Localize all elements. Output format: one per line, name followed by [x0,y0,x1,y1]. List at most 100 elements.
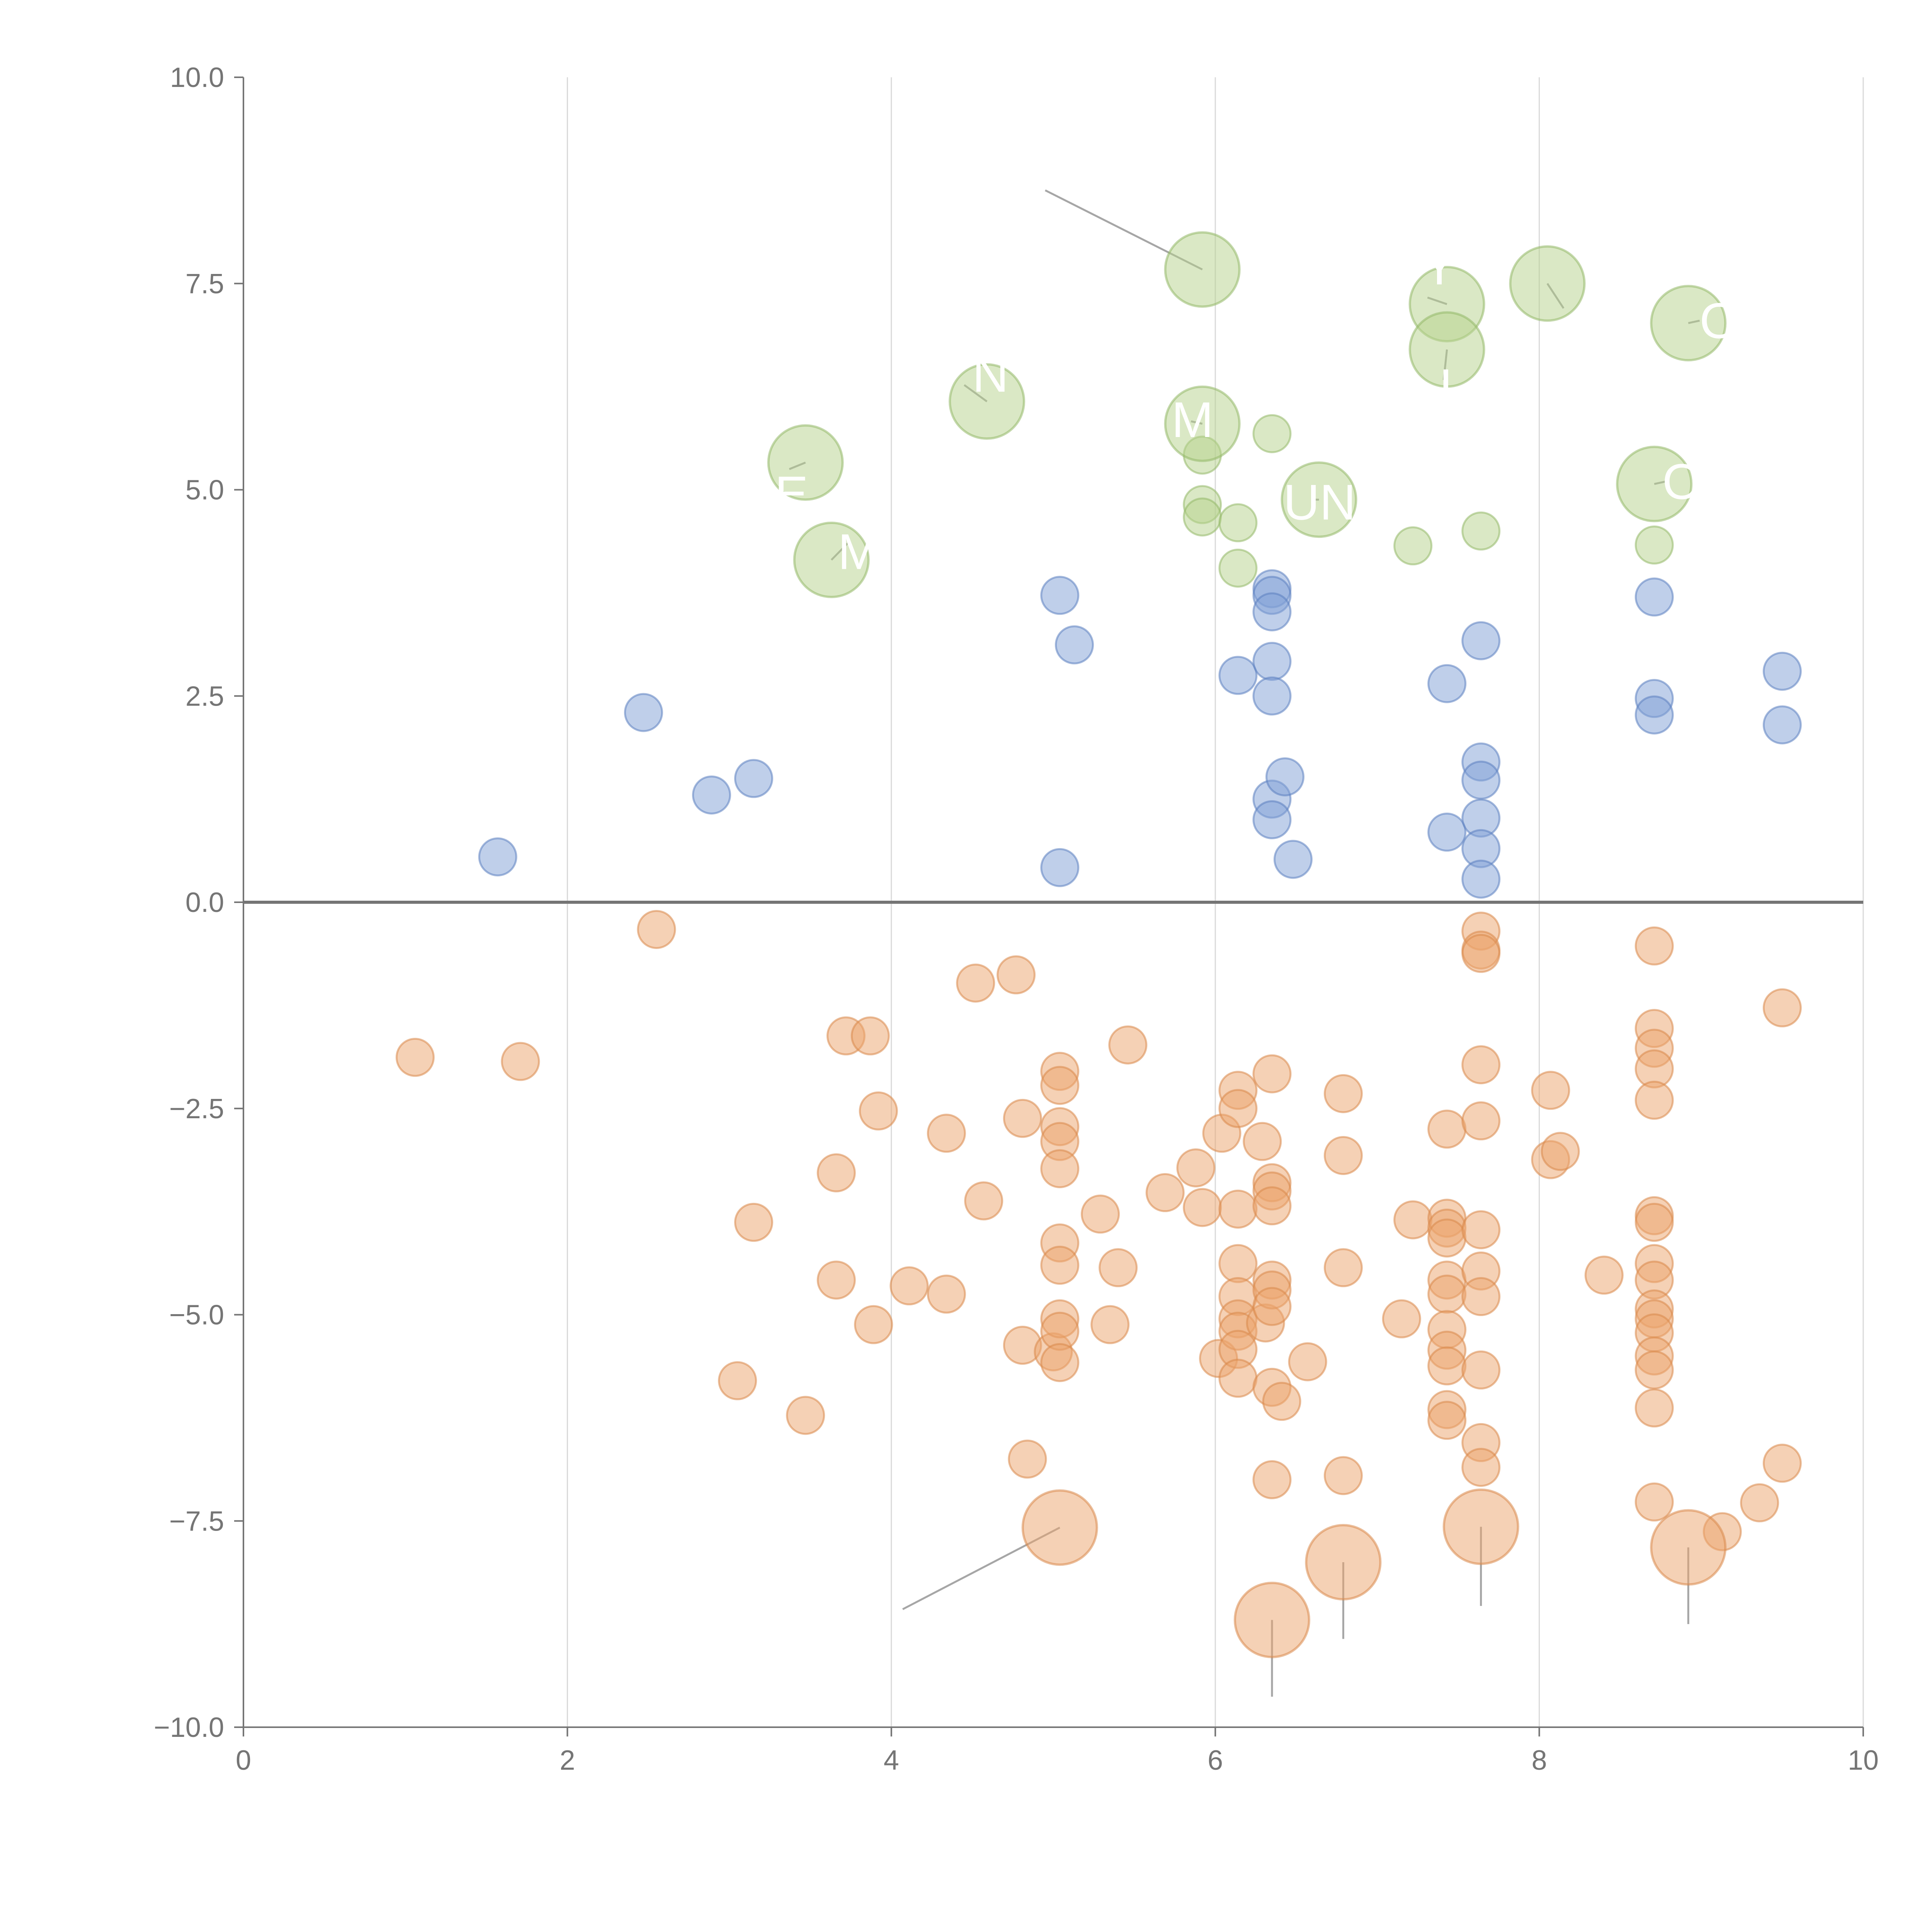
scatter-point [1252,1460,1292,1499]
scatter-point [956,963,995,1003]
callout-bubble [1650,1509,1727,1586]
scatter-point [1323,1248,1363,1287]
scatter-point [1393,526,1433,566]
scatter-point [1634,1388,1674,1428]
scatter-point [1427,1401,1467,1440]
scatter-point [1108,1025,1148,1065]
scatter-point [1323,1074,1363,1113]
scatter-point [1054,625,1094,665]
scatter-point [1393,1200,1433,1240]
scatter-point [1634,926,1674,966]
y-tick-label: 10.0 [170,62,224,93]
scatter-point [1740,1483,1779,1522]
callout-bubble [793,521,870,598]
scatter-point [1427,1109,1467,1149]
scatter-point [1218,1189,1258,1229]
scatter-point [395,1037,435,1077]
scatter-point [1099,1248,1138,1287]
scatter-point [1461,1447,1501,1487]
x-tick-label: 8 [1532,1745,1547,1776]
x-tick-label: 10 [1848,1745,1879,1776]
scatter-point [1461,1101,1501,1141]
callout-label: E [775,466,808,522]
scatter-point [624,693,663,732]
x-tick-label: 0 [236,1745,251,1776]
callout-bubble [767,424,844,501]
callout-label: O [1662,453,1701,510]
scatter-point [1634,695,1674,735]
scatter-point [734,1202,773,1242]
scatter-point [1634,577,1674,617]
scatter-point [637,910,676,949]
callout-bubble [1509,245,1586,322]
scatter-point [927,1274,966,1314]
callout-bubble [1164,385,1241,462]
scatter-point [1634,1350,1674,1390]
callout-label: Y [1423,239,1456,295]
scatter-point [1323,1136,1363,1175]
scatter-point [1218,1089,1258,1128]
y-tick-label: 5.0 [185,475,224,506]
callout-label: O [1700,293,1739,349]
scatter-point [1265,757,1304,796]
scatter-point [1461,621,1501,660]
x-tick-label: 4 [884,1745,899,1776]
callout-label: UN [1283,474,1356,531]
scatter-point [1427,813,1467,852]
scatter-point [1461,1210,1501,1250]
scatter-point [1461,1277,1501,1316]
scatter-point [816,1260,856,1300]
scatter-point [1252,1287,1292,1326]
scatter-point [859,1091,898,1131]
scatter-point [1634,1080,1674,1120]
scatter-point [1243,1122,1282,1161]
scatter-point [1040,848,1080,887]
scatter-point [1218,503,1258,543]
callout-bubble [1616,446,1693,522]
x-tick-label: 6 [1208,1745,1223,1776]
scatter-point [786,1396,825,1435]
scatter-point [997,955,1036,995]
scatter-point [1008,1439,1047,1479]
scatter-point [1762,705,1802,745]
scatter-point [1461,511,1501,551]
scatter-point [1176,1148,1216,1187]
scatter-point [1040,576,1080,615]
callout-bubble [1305,1524,1382,1600]
y-tick-label: 2.5 [185,681,224,712]
scatter-point [718,1361,757,1400]
axes [243,77,1863,1728]
y-tick-label: −10.0 [154,1712,224,1743]
scatter-point [1252,414,1292,453]
x-axis-ticks: 0 2 4 6 8 10 [236,1727,1879,1776]
scatter-point [501,1042,540,1081]
scatter-point [1273,840,1313,879]
scatter-point [1218,1359,1258,1398]
callout-bubble [1281,461,1357,538]
scatter-point [1252,676,1292,716]
scatter-point [1252,1186,1292,1226]
callout-bubble [1650,285,1727,362]
callout-bubble [1408,311,1485,388]
scatter-point [1634,526,1674,565]
scatter-point [1040,1343,1080,1382]
y-tick-label: 7.5 [185,269,224,299]
scatter-point [1183,1188,1222,1227]
scatter-point [1218,1244,1258,1283]
scatter-point [1461,859,1501,899]
scatter-point [1252,592,1292,631]
scatter-point [1040,1066,1080,1105]
scatter-point [1323,1456,1363,1495]
y-tick-label: −2.5 [169,1094,224,1124]
callout-bubble [1442,1488,1519,1565]
scatter-point [1762,651,1802,691]
scatter-point [816,1153,856,1192]
callout-bubble [949,363,1026,440]
scatter-point [1461,760,1501,800]
scatter-point [1531,1071,1570,1110]
scatter-point [1427,1218,1467,1258]
scatter-point [1634,1482,1674,1522]
callout-leader-lines [789,189,1700,1697]
scatter-point [964,1181,1003,1221]
